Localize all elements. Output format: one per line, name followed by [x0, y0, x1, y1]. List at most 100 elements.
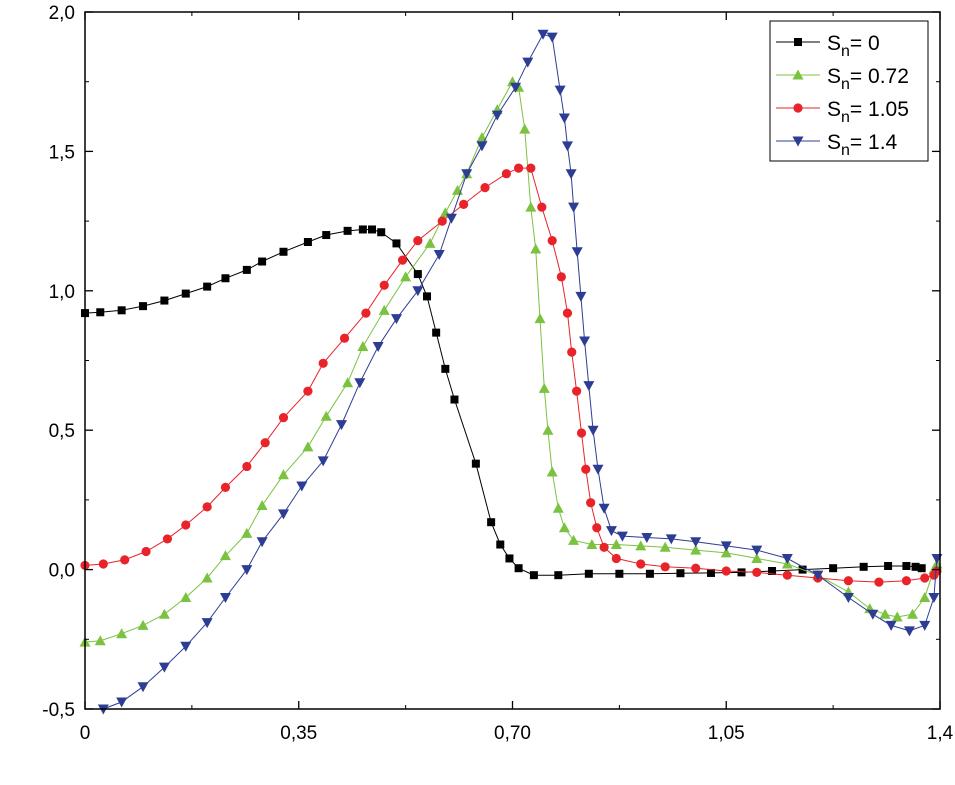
data-point: [336, 420, 347, 431]
data-point: [587, 425, 599, 436]
data-point: [461, 169, 473, 180]
data-point: [537, 202, 547, 212]
series-2: [80, 163, 942, 587]
legend-marker: [794, 38, 802, 46]
series-line: [103, 33, 938, 710]
data-point: [917, 564, 926, 573]
data-point: [354, 378, 366, 389]
data-point: [547, 236, 557, 246]
series-0: [81, 225, 926, 580]
legend-label-subscript: n: [841, 43, 850, 60]
data-point: [445, 213, 457, 224]
y-tick-label: 1,0: [49, 282, 75, 303]
data-point: [928, 592, 940, 603]
data-point: [378, 304, 390, 315]
data-point: [884, 561, 893, 570]
data-point: [561, 141, 573, 152]
data-point: [592, 523, 602, 533]
data-point: [583, 381, 595, 392]
y-tick-label: 0,0: [49, 561, 75, 582]
data-point: [932, 566, 942, 576]
data-point: [901, 576, 912, 586]
data-point: [867, 609, 879, 620]
data-point: [279, 247, 288, 256]
data-point: [278, 413, 289, 423]
data-point: [392, 239, 401, 248]
data-point: [721, 566, 731, 576]
data-point: [526, 163, 536, 173]
legend-label-value: = 0: [850, 32, 880, 55]
data-point: [372, 342, 384, 353]
data-point: [571, 247, 583, 258]
data-point: [645, 569, 654, 578]
data-point: [879, 608, 891, 619]
data-point: [201, 618, 213, 629]
data-point: [920, 573, 930, 583]
data-point: [180, 641, 192, 652]
data-point: [181, 289, 190, 298]
data-point: [842, 592, 854, 603]
data-point: [782, 570, 792, 580]
data-point: [605, 526, 617, 537]
data-point: [160, 296, 169, 305]
data-point: [471, 459, 480, 468]
legend-label-main: S: [827, 65, 841, 88]
axes-layer: 0 0,35 0,70 1,05 1,4 -0,5 0,0 0,5 1,0 1,5 2,0: [42, 3, 953, 744]
data-point: [459, 199, 469, 209]
data-point: [706, 568, 715, 577]
data-point: [120, 555, 130, 565]
y-tick-label: 2,0: [49, 3, 75, 24]
data-point: [558, 113, 570, 124]
data-point: [546, 32, 558, 43]
legend-label-subscript: n: [841, 109, 850, 126]
data-point: [219, 550, 231, 561]
data-point: [751, 545, 763, 556]
data-point: [534, 313, 546, 324]
legend-label-value: = 1.05: [850, 98, 909, 121]
data-point: [581, 464, 591, 474]
data-point: [181, 520, 191, 530]
data-point: [542, 424, 554, 435]
data-point: [737, 568, 746, 577]
data-point: [432, 328, 441, 337]
data-point: [141, 546, 151, 557]
data-point: [859, 562, 868, 571]
data-point: [441, 364, 450, 373]
data-point: [413, 270, 422, 279]
data-point: [501, 169, 511, 179]
data-point: [400, 271, 412, 282]
legend-label-main: S: [827, 98, 841, 121]
data-point: [529, 571, 538, 580]
data-point: [720, 541, 732, 552]
data-point: [598, 503, 610, 514]
data-point: [277, 509, 289, 520]
data-point: [829, 564, 838, 573]
data-point: [377, 228, 386, 237]
data-point: [586, 498, 596, 508]
data-point: [203, 282, 212, 291]
data-point: [752, 567, 762, 577]
data-point: [812, 570, 824, 581]
data-point: [537, 29, 549, 40]
data-point: [558, 522, 570, 533]
legend-label-main: S: [827, 32, 841, 55]
data-point: [96, 308, 105, 317]
data-point: [137, 619, 149, 630]
data-point: [256, 499, 268, 510]
data-point: [256, 537, 268, 548]
data-point: [546, 466, 558, 477]
data-point: [616, 531, 628, 542]
data-point: [615, 569, 624, 578]
data-point: [919, 620, 931, 631]
data-point: [180, 591, 192, 602]
legend-label-subscript: n: [841, 76, 850, 93]
data-point: [538, 382, 550, 393]
data-point: [277, 469, 289, 480]
legend-marker: [793, 103, 803, 113]
legend-label-value: = 0.72: [850, 65, 909, 88]
data-point: [576, 428, 587, 438]
data-point: [116, 697, 128, 708]
data-point: [514, 564, 523, 573]
series-layer: [79, 29, 943, 715]
data-point: [139, 302, 148, 311]
